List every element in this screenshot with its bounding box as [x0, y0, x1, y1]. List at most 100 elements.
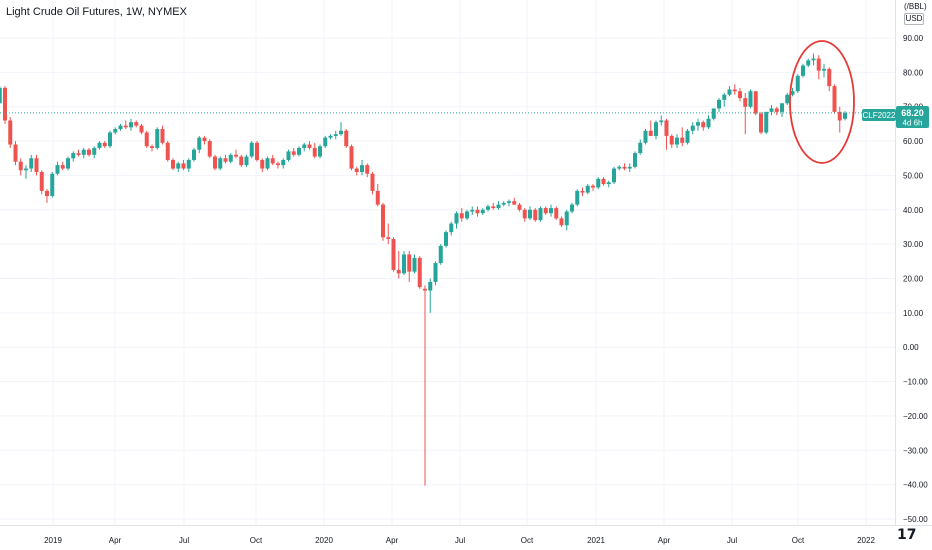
candle: [102, 141, 107, 148]
candle-body: [748, 91, 753, 107]
candle: [570, 202, 574, 214]
candle: [559, 216, 564, 227]
price-unit[interactable]: (/BBL) USD: [904, 2, 927, 25]
candle: [302, 142, 307, 152]
candle: [428, 278, 433, 313]
candle: [123, 120, 128, 130]
candle-body: [160, 129, 165, 143]
candle-body: [129, 122, 133, 128]
candle-body: [18, 161, 23, 171]
candle: [312, 142, 317, 159]
candle: [564, 209, 569, 231]
candle-body: [543, 208, 548, 214]
candle: [8, 117, 13, 148]
candle-body: [407, 254, 412, 272]
candle-body: [575, 190, 580, 205]
candle: [108, 130, 112, 148]
candle: [71, 151, 76, 162]
candle-body: [24, 168, 28, 171]
candle: [297, 146, 301, 157]
candle: [591, 184, 595, 191]
candle-body: [701, 122, 706, 128]
candle-body: [381, 204, 385, 238]
candle: [249, 141, 254, 159]
y-tick-label: 10.00: [903, 309, 924, 318]
candle-body: [438, 245, 443, 264]
candle-body: [423, 288, 427, 291]
candle: [318, 144, 322, 159]
candle: [501, 201, 506, 207]
candle-body: [480, 209, 485, 214]
price-scale-panel[interactable]: [896, 0, 932, 550]
price-label[interactable]: 68.20 4d 6h: [896, 106, 929, 128]
candle: [370, 171, 375, 195]
candle-body: [55, 165, 60, 174]
symbol-label[interactable]: CLF2022: [862, 109, 896, 121]
candle: [486, 204, 490, 212]
candle: [475, 206, 480, 217]
candle-body: [496, 204, 501, 209]
candle-body: [454, 213, 459, 224]
candle-body: [207, 141, 212, 157]
candle-body: [171, 159, 175, 169]
candle: [743, 92, 748, 135]
candle: [213, 154, 217, 171]
candle: [244, 154, 249, 167]
candle: [816, 55, 821, 80]
candle-body: [307, 144, 312, 148]
candle-body: [375, 190, 380, 205]
candle-body: [811, 58, 816, 61]
candle-body: [302, 144, 307, 148]
candle-body: [228, 154, 233, 162]
candle-body: [29, 158, 34, 169]
candle: [134, 120, 139, 128]
candle: [627, 163, 632, 172]
y-tick-label: 60.00: [903, 137, 924, 146]
candle-body: [71, 153, 76, 159]
candle: [333, 130, 338, 140]
x-tick-label: Jul: [455, 536, 465, 545]
candle-body: [428, 281, 433, 291]
candle-body: [412, 257, 417, 272]
candle-body: [396, 269, 401, 274]
y-tick-label: −10.00: [903, 378, 928, 387]
candle-body: [81, 149, 86, 155]
candle-body: [512, 201, 517, 205]
candle-body: [690, 125, 695, 131]
unit-label: (/BBL): [904, 2, 927, 11]
candle-body: [832, 86, 837, 112]
candle: [155, 127, 160, 150]
candle: [344, 129, 349, 148]
candle: [843, 111, 847, 121]
candle: [0, 86, 2, 104]
candle: [339, 122, 343, 136]
candle-body: [66, 158, 70, 169]
candle: [176, 161, 181, 172]
candle-body: [34, 158, 39, 172]
candle-body: [360, 165, 364, 172]
candle: [34, 154, 39, 176]
candle: [664, 118, 669, 150]
candle-body: [449, 223, 454, 233]
candle-body: [612, 168, 616, 183]
candle-body: [139, 125, 144, 133]
candle: [144, 130, 149, 148]
candle-body: [517, 204, 522, 210]
price-label-countdown: 4d 6h: [902, 119, 922, 128]
candle-body: [627, 166, 632, 169]
candle-body: [475, 209, 480, 214]
y-tick-label: 80.00: [903, 68, 924, 77]
candle-body: [239, 156, 244, 166]
candle-body: [470, 209, 475, 212]
candle-body: [181, 163, 186, 169]
tradingview-logo-icon[interactable]: 17: [897, 527, 917, 543]
candle: [533, 208, 538, 222]
candle: [97, 141, 102, 150]
y-tick-label: 50.00: [903, 171, 924, 180]
candle-body: [570, 204, 574, 212]
candle-body: [402, 254, 406, 274]
candle-body: [92, 147, 97, 155]
candle: [13, 141, 18, 166]
candle-body: [39, 171, 44, 191]
